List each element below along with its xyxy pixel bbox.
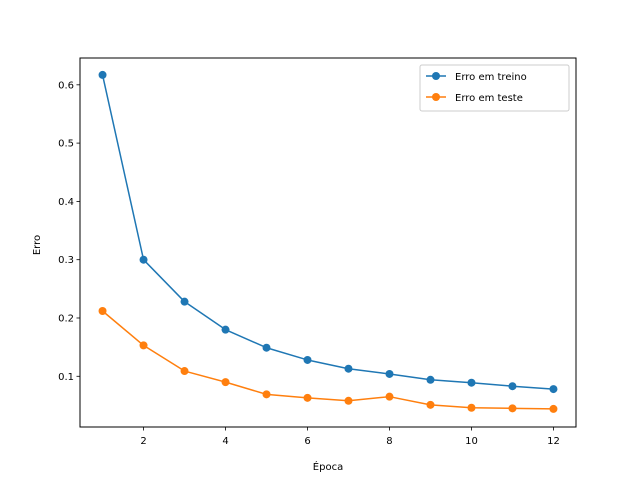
data-point [98,70,107,79]
x-tick-label: 4 [222,436,228,447]
y-tick-label: 0.5 [58,139,74,150]
data-point [426,375,435,384]
data-point [385,392,394,401]
data-point [508,404,517,413]
data-point [180,297,189,306]
data-point [426,400,435,409]
legend-swatch-marker [432,93,440,101]
y-tick-label: 0.3 [58,255,74,266]
legend: Erro em treino Erro em teste [419,64,570,112]
data-point [221,325,230,334]
legend-label: Erro em treino [455,72,527,83]
data-point [508,382,517,391]
data-point [221,378,230,387]
data-point [549,385,558,394]
data-point [262,390,271,399]
x-tick-label: 2 [140,436,146,447]
data-point [139,255,148,264]
series-layer [98,70,558,413]
x-tick-label: 10 [465,436,478,447]
y-axis-ticks: 0.1 0.2 0.3 0.4 0.5 0.6 [58,80,80,383]
axes-frame [79,57,577,428]
y-tick-label: 0.1 [58,372,74,383]
x-axis-ticks: 2 4 6 8 10 12 [140,427,560,447]
legend-label: Erro em teste [455,93,523,104]
data-point [180,367,189,376]
legend-swatch-marker [432,72,440,80]
y-tick-label: 0.4 [58,197,74,208]
data-point [98,306,107,315]
series-line-treino [101,74,554,390]
legend-box [419,64,570,112]
data-point [262,343,271,352]
data-point [467,403,476,412]
data-point [344,396,353,405]
y-tick-label: 0.6 [58,80,74,91]
x-axis-label: Época [313,460,343,473]
data-point [467,378,476,387]
data-point [303,393,312,402]
data-point [344,364,353,373]
data-point [549,404,558,413]
x-tick-label: 6 [304,436,310,447]
y-tick-label: 0.2 [58,313,74,324]
plot-area: 2 4 6 8 10 12 0.1 0.2 0.3 0.4 0.5 0.6 [58,57,577,447]
series-line-teste [102,310,554,410]
x-tick-label: 8 [386,436,392,447]
y-axis-label: Erro [32,235,43,255]
data-point [385,369,394,378]
data-point [303,355,312,364]
x-tick-label: 12 [547,436,560,447]
data-point [139,341,148,350]
